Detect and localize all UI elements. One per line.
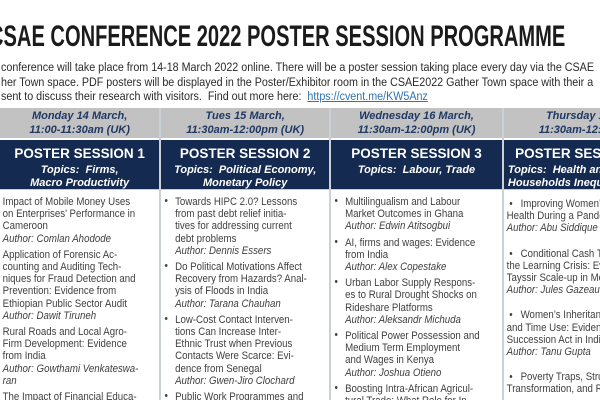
poster-item-title: Application of Forensic Ac- counting and… [2,248,136,310]
poster-item-title: Poverty Traps, Structural Transformation… [506,371,600,396]
poster-item: • Towards HIPC 2.0? Lessons from past deb… [164,195,329,257]
poster-item: Application of Forensic Ac- counting and… [3,249,160,322]
intro-paragraph: conference will take place from 14-18 Ma… [0,60,600,104]
bullet-icon: • [509,309,513,322]
session-topics-2: Topics: Political Economy, Monetary Poli… [174,164,317,189]
poster-item-author: Author: Dawit Tiruneh [2,309,97,322]
poster-item-author: Author: Tanu Gupta [506,346,591,359]
poster-item: •Conditional Cash Transfers and the Lear… [507,248,600,297]
bullet-icon: • [334,235,338,248]
date-header-tuesday: Tues 15 March, 11:30am-12:00pm (UK) [161,108,330,140]
session-header-2: POSTER SESSION 2 Topics: Political Econo… [161,140,330,190]
poster-item-author: Author: Joshua Otieno [345,366,442,379]
poster-item-title: Improving Women’s Mental Health During a… [506,198,600,223]
intro-line-3: sent to discuss their research with visi… [1,89,528,104]
poster-item-title: Multilingualism and Labour Market Outcom… [345,196,464,221]
poster-item-author: Author: Abu Siddique [506,222,598,235]
poster-item-author: Author: Gwen-Jiro Clochard [175,374,295,387]
poster-item-author: Author: Dennis Essers [175,244,272,257]
poster-item: Impact of Mobile Money Uses on Enterpris… [3,196,160,245]
page-title: CSAE CONFERENCE 2022 POSTER SESSION PROG… [0,20,566,53]
poster-item-title: Women’s Inheritance Rights and Time Use:… [506,309,600,346]
session-title-2: POSTER SESSION 2 [179,146,311,161]
date-header-monday: Monday 14 March, 11:00-11:30am (UK) [0,108,160,140]
intro-line-3-text: sent to discuss their research with visi… [1,89,308,104]
date-header-thursday: Thursday 17 March, 11:30am-12:00pm (UK) [503,108,600,140]
column-content-2: • Towards HIPC 2.0? Lessons from past deb… [161,190,329,400]
cvent-link[interactable]: https://cvent.me/KW5Anz [307,89,428,104]
column-tuesday: Tues 15 March, 11:30am-12:00pm (UK) POST… [159,108,330,400]
poster-item: •Women’s Inheritance Rights and Time Use… [507,309,600,358]
session-topics-1: Topics: Firms, Macro Productivity [30,164,130,189]
poster-item-title: AI, firms and wages: Evidence from India [345,236,476,261]
bullet-icon: • [334,381,338,394]
session-header-4: POSTER SESSION 4 Topics: Health and Educ… [503,140,600,190]
bullet-icon: • [509,371,513,384]
poster-item-author: Author: Jules Gazeaud [506,284,600,297]
bullet-icon: • [164,390,169,400]
session-topics-3: Topics: Labour, Trade [357,164,476,176]
poster-item-title: Urban Labor Supply Respons- es to Rural … [345,277,477,314]
poster-item: Rural Roads and Local Agro- Firm Develop… [3,326,160,387]
poster-item: • Boosting Intra-African Agricul- tural T… [334,381,502,400]
poster-item: • Political Power Possession and Medium T… [334,329,502,379]
programme-table: Monday 14 March, 11:00-11:30am (UK) POST… [0,108,600,400]
bullet-icon: • [334,195,338,207]
poster-item-title: Conditional Cash Transfers and the Learn… [506,247,600,285]
poster-item-title: Boosting Intra-African Agricul- tural Tr… [345,382,474,400]
poster-item-author: Author: Comlan Ahodode [2,232,111,245]
poster-item-author: Author: Aleksandr Michuda [345,313,462,326]
intro-line-2: her Town space. PDF posters will be disp… [1,74,594,89]
column-content-3: • Multilingualism and Labour Market Outco… [331,190,502,400]
poster-item-title: Public Work Programmes and [175,391,304,400]
poster-item: • Do Political Motivations Affect Recover… [164,260,329,310]
column-content-4: •Improving Women’s Mental Health During … [504,190,600,400]
poster-item-title: Low-Cost Contact Interven- tions Can Inc… [175,313,295,375]
column-content-1: Impact of Mobile Money Uses on Enterpris… [0,190,159,400]
poster-item-title: Impact of Mobile Money Uses on Enterpris… [2,196,136,233]
poster-item-author: Author: Alex Copestake [345,261,447,274]
poster-item-title: Political Power Possession and Medium Te… [345,330,480,367]
bullet-icon: • [164,312,169,325]
poster-item: • AI, firms and wages: Evidence from Indi… [334,235,502,274]
poster-item: The Impact of Financial Educa- [3,391,160,400]
poster-item-author: Author: Edwin Atitsogbui [345,220,451,233]
bullet-icon: • [334,276,338,289]
poster-list-3: • Multilingualism and Labour Market Outco… [331,190,502,400]
poster-item: • Public Work Programmes and [164,390,329,400]
poster-item: • Low-Cost Contact Interven- tions Can In… [164,312,329,387]
poster-item-title: Towards HIPC 2.0? Lessons from past debt… [175,196,298,245]
poster-list-1: Impact of Mobile Money Uses on Enterpris… [0,190,159,400]
bullet-icon: • [509,198,513,210]
poster-item: • Urban Labor Supply Respons- es to Rural… [334,276,502,326]
poster-item-title: Do Political Motivations Affect Recovery… [175,261,308,298]
poster-item-title: The Impact of Financial Educa- [2,391,137,400]
poster-item: •Improving Women’s Mental Health During … [507,198,600,235]
poster-item-author: Author: Gowthami Venkateswa- ran [2,362,139,387]
session-title-3: POSTER SESSION 3 [351,146,482,161]
session-header-1: POSTER SESSION 1 Topics: Firms, Macro Pr… [0,140,160,190]
date-header-wednesday: Wednesday 16 March, 11:30am-12:00pm (UK) [331,108,502,140]
poster-item-author: Author: Tarana Chauhan [175,297,282,310]
bullet-icon: • [164,260,169,273]
session-title-4: POSTER SESSION 4 [515,146,600,161]
intro-line-1: conference will take place from 14-18 Ma… [1,60,594,74]
bullet-icon: • [334,329,338,342]
column-wednesday: Wednesday 16 March, 11:30am-12:00pm (UK)… [329,108,502,400]
poster-list-2: • Towards HIPC 2.0? Lessons from past deb… [161,190,329,400]
column-thursday: Thursday 17 March, 11:30am-12:00pm (UK) … [501,108,600,400]
column-monday: Monday 14 March, 11:00-11:30am (UK) POST… [0,108,160,400]
poster-item: • Multilingualism and Labour Market Outco… [334,195,502,233]
session-title-1: POSTER SESSION 1 [14,146,145,161]
bullet-icon: • [509,247,513,260]
bullet-icon: • [164,195,169,207]
poster-item: •Poverty Traps, Structural Transformatio… [507,371,600,395]
poster-item-title: Rural Roads and Local Agro- Firm Develop… [2,326,127,363]
session-topics-4: Topics: Health and Education, Households… [507,164,600,189]
poster-list-4: •Improving Women’s Mental Health During … [504,190,600,396]
session-header-3: POSTER SESSION 3 Topics: Labour, Trade [331,140,502,190]
